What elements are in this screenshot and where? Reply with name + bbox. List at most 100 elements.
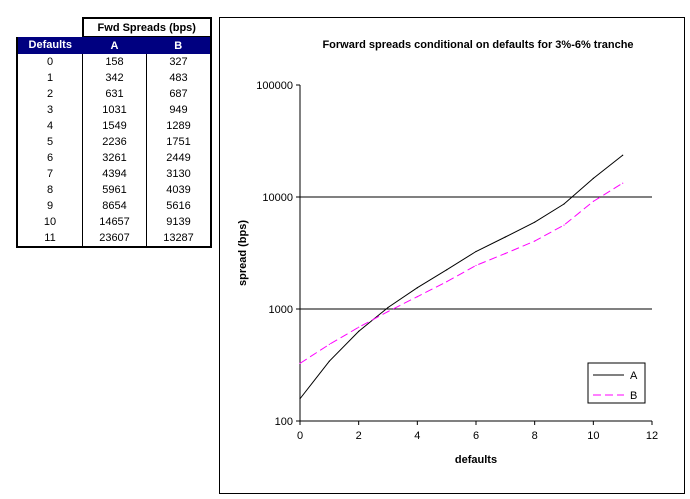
cell-a: 1031 <box>82 102 147 118</box>
data-point-a <box>387 306 389 309</box>
y-tick-label: 100000 <box>256 80 293 92</box>
data-point-b <box>622 182 624 184</box>
cell-b: 1289 <box>146 118 212 134</box>
cell-a: 8654 <box>82 198 147 214</box>
data-point-a <box>622 154 624 156</box>
data-point-a <box>328 360 330 362</box>
data-point-b <box>358 326 360 328</box>
cell-b: 13287 <box>146 230 212 248</box>
x-tick-label: 0 <box>297 430 303 442</box>
header-a: A <box>82 36 147 54</box>
cell-defaults: 3 <box>16 102 83 118</box>
data-point-b <box>592 200 594 202</box>
cell-b: 687 <box>146 86 212 102</box>
data-point-a <box>592 177 594 180</box>
data-point-a <box>534 221 536 223</box>
cell-a: 342 <box>82 70 147 86</box>
cell-b: 327 <box>146 54 212 70</box>
data-point-b <box>563 224 565 226</box>
cell-b: 9139 <box>146 214 212 230</box>
cell-defaults: 7 <box>16 166 83 182</box>
data-point-b <box>446 281 448 283</box>
table-row: 0 158 327 <box>16 54 212 70</box>
data-point-a <box>563 203 565 205</box>
cell-a: 4394 <box>82 166 147 182</box>
cell-a: 2236 <box>82 134 147 150</box>
header-b: B <box>146 36 212 54</box>
line-chart: Forward spreads conditional on defaults … <box>237 39 658 466</box>
data-point-a <box>446 269 448 271</box>
cell-defaults: 6 <box>16 150 83 166</box>
table-row: 7 4394 3130 <box>16 166 212 182</box>
table-row: 5 2236 1751 <box>16 134 212 150</box>
header-defaults: Defaults <box>16 36 83 54</box>
cell-b: 483 <box>146 70 212 86</box>
y-axis-label: spread (bps) <box>237 220 249 286</box>
table-row: 8 5961 4039 <box>16 182 212 198</box>
table-row: 9 8654 5616 <box>16 198 212 214</box>
cell-b: 4039 <box>146 182 212 198</box>
data-point-b <box>387 310 389 313</box>
cell-a: 631 <box>82 86 147 102</box>
table-row: 10 14657 9139 <box>16 214 212 230</box>
x-axis-label: defaults <box>455 454 497 466</box>
cell-defaults: 5 <box>16 134 83 150</box>
data-point-a <box>358 330 360 332</box>
cell-b: 2449 <box>146 150 212 166</box>
cell-defaults: 1 <box>16 70 83 86</box>
table-body: 0 158 327 1 342 483 2 631 687 3 1031 949 4 1549 1289 5 2… <box>16 54 212 248</box>
legend-label-b: B <box>630 390 637 402</box>
spreads-table: Fwd Spreads (bps) Defaults A B 0 158 327 1 3… <box>16 17 212 248</box>
x-tick-label: 2 <box>356 430 362 442</box>
cell-a: 14657 <box>82 214 147 230</box>
cell-a: 3261 <box>82 150 147 166</box>
data-point-a <box>504 236 506 238</box>
cell-defaults: 8 <box>16 182 83 198</box>
x-tick-label: 6 <box>473 430 479 442</box>
x-tick-label: 10 <box>587 430 599 442</box>
table-row: 3 1031 949 <box>16 102 212 118</box>
table-corner-blank <box>17 18 83 37</box>
table-title: Fwd Spreads (bps) <box>81 17 212 37</box>
table-row: 1 342 483 <box>16 70 212 86</box>
data-point-b <box>328 343 330 345</box>
data-point-b <box>504 252 506 255</box>
data-point-b <box>299 362 301 364</box>
chart-title: Forward spreads conditional on defaults … <box>322 39 633 51</box>
x-tick-label: 4 <box>414 430 420 442</box>
table-row: 11 23607 13287 <box>16 230 212 248</box>
cell-b: 5616 <box>146 198 212 214</box>
x-tick-label: 8 <box>532 430 538 442</box>
legend-box <box>587 362 646 404</box>
data-point-b <box>475 264 477 267</box>
legend-label-a: A <box>630 370 638 382</box>
table-row: 4 1549 1289 <box>16 118 212 134</box>
series-line-b <box>299 182 623 364</box>
cell-a: 158 <box>82 54 147 70</box>
table-row: 6 3261 2449 <box>16 150 212 166</box>
cell-defaults: 0 <box>16 54 83 70</box>
cell-a: 23607 <box>82 230 147 248</box>
data-point-a <box>416 287 418 289</box>
data-point-b <box>534 240 536 242</box>
cell-b: 3130 <box>146 166 212 182</box>
data-point-a <box>299 398 301 400</box>
series-line-a <box>299 154 623 400</box>
cell-defaults: 9 <box>16 198 83 214</box>
cell-a: 5961 <box>82 182 147 198</box>
chart-panel: Forward spreads conditional on defaults … <box>219 17 685 494</box>
cell-defaults: 11 <box>16 230 83 248</box>
cell-defaults: 4 <box>16 118 83 134</box>
data-point-b <box>416 296 418 298</box>
x-tick-label: 12 <box>646 430 658 442</box>
table-row: 2 631 687 <box>16 86 212 102</box>
cell-b: 949 <box>146 102 212 118</box>
y-tick-label: 100 <box>275 416 293 428</box>
cell-b: 1751 <box>146 134 212 150</box>
y-tick-label: 10000 <box>262 192 293 204</box>
data-point-a <box>475 250 477 253</box>
cell-a: 1549 <box>82 118 147 134</box>
cell-defaults: 10 <box>16 214 83 230</box>
y-tick-label: 1000 <box>269 304 293 316</box>
cell-defaults: 2 <box>16 86 83 102</box>
